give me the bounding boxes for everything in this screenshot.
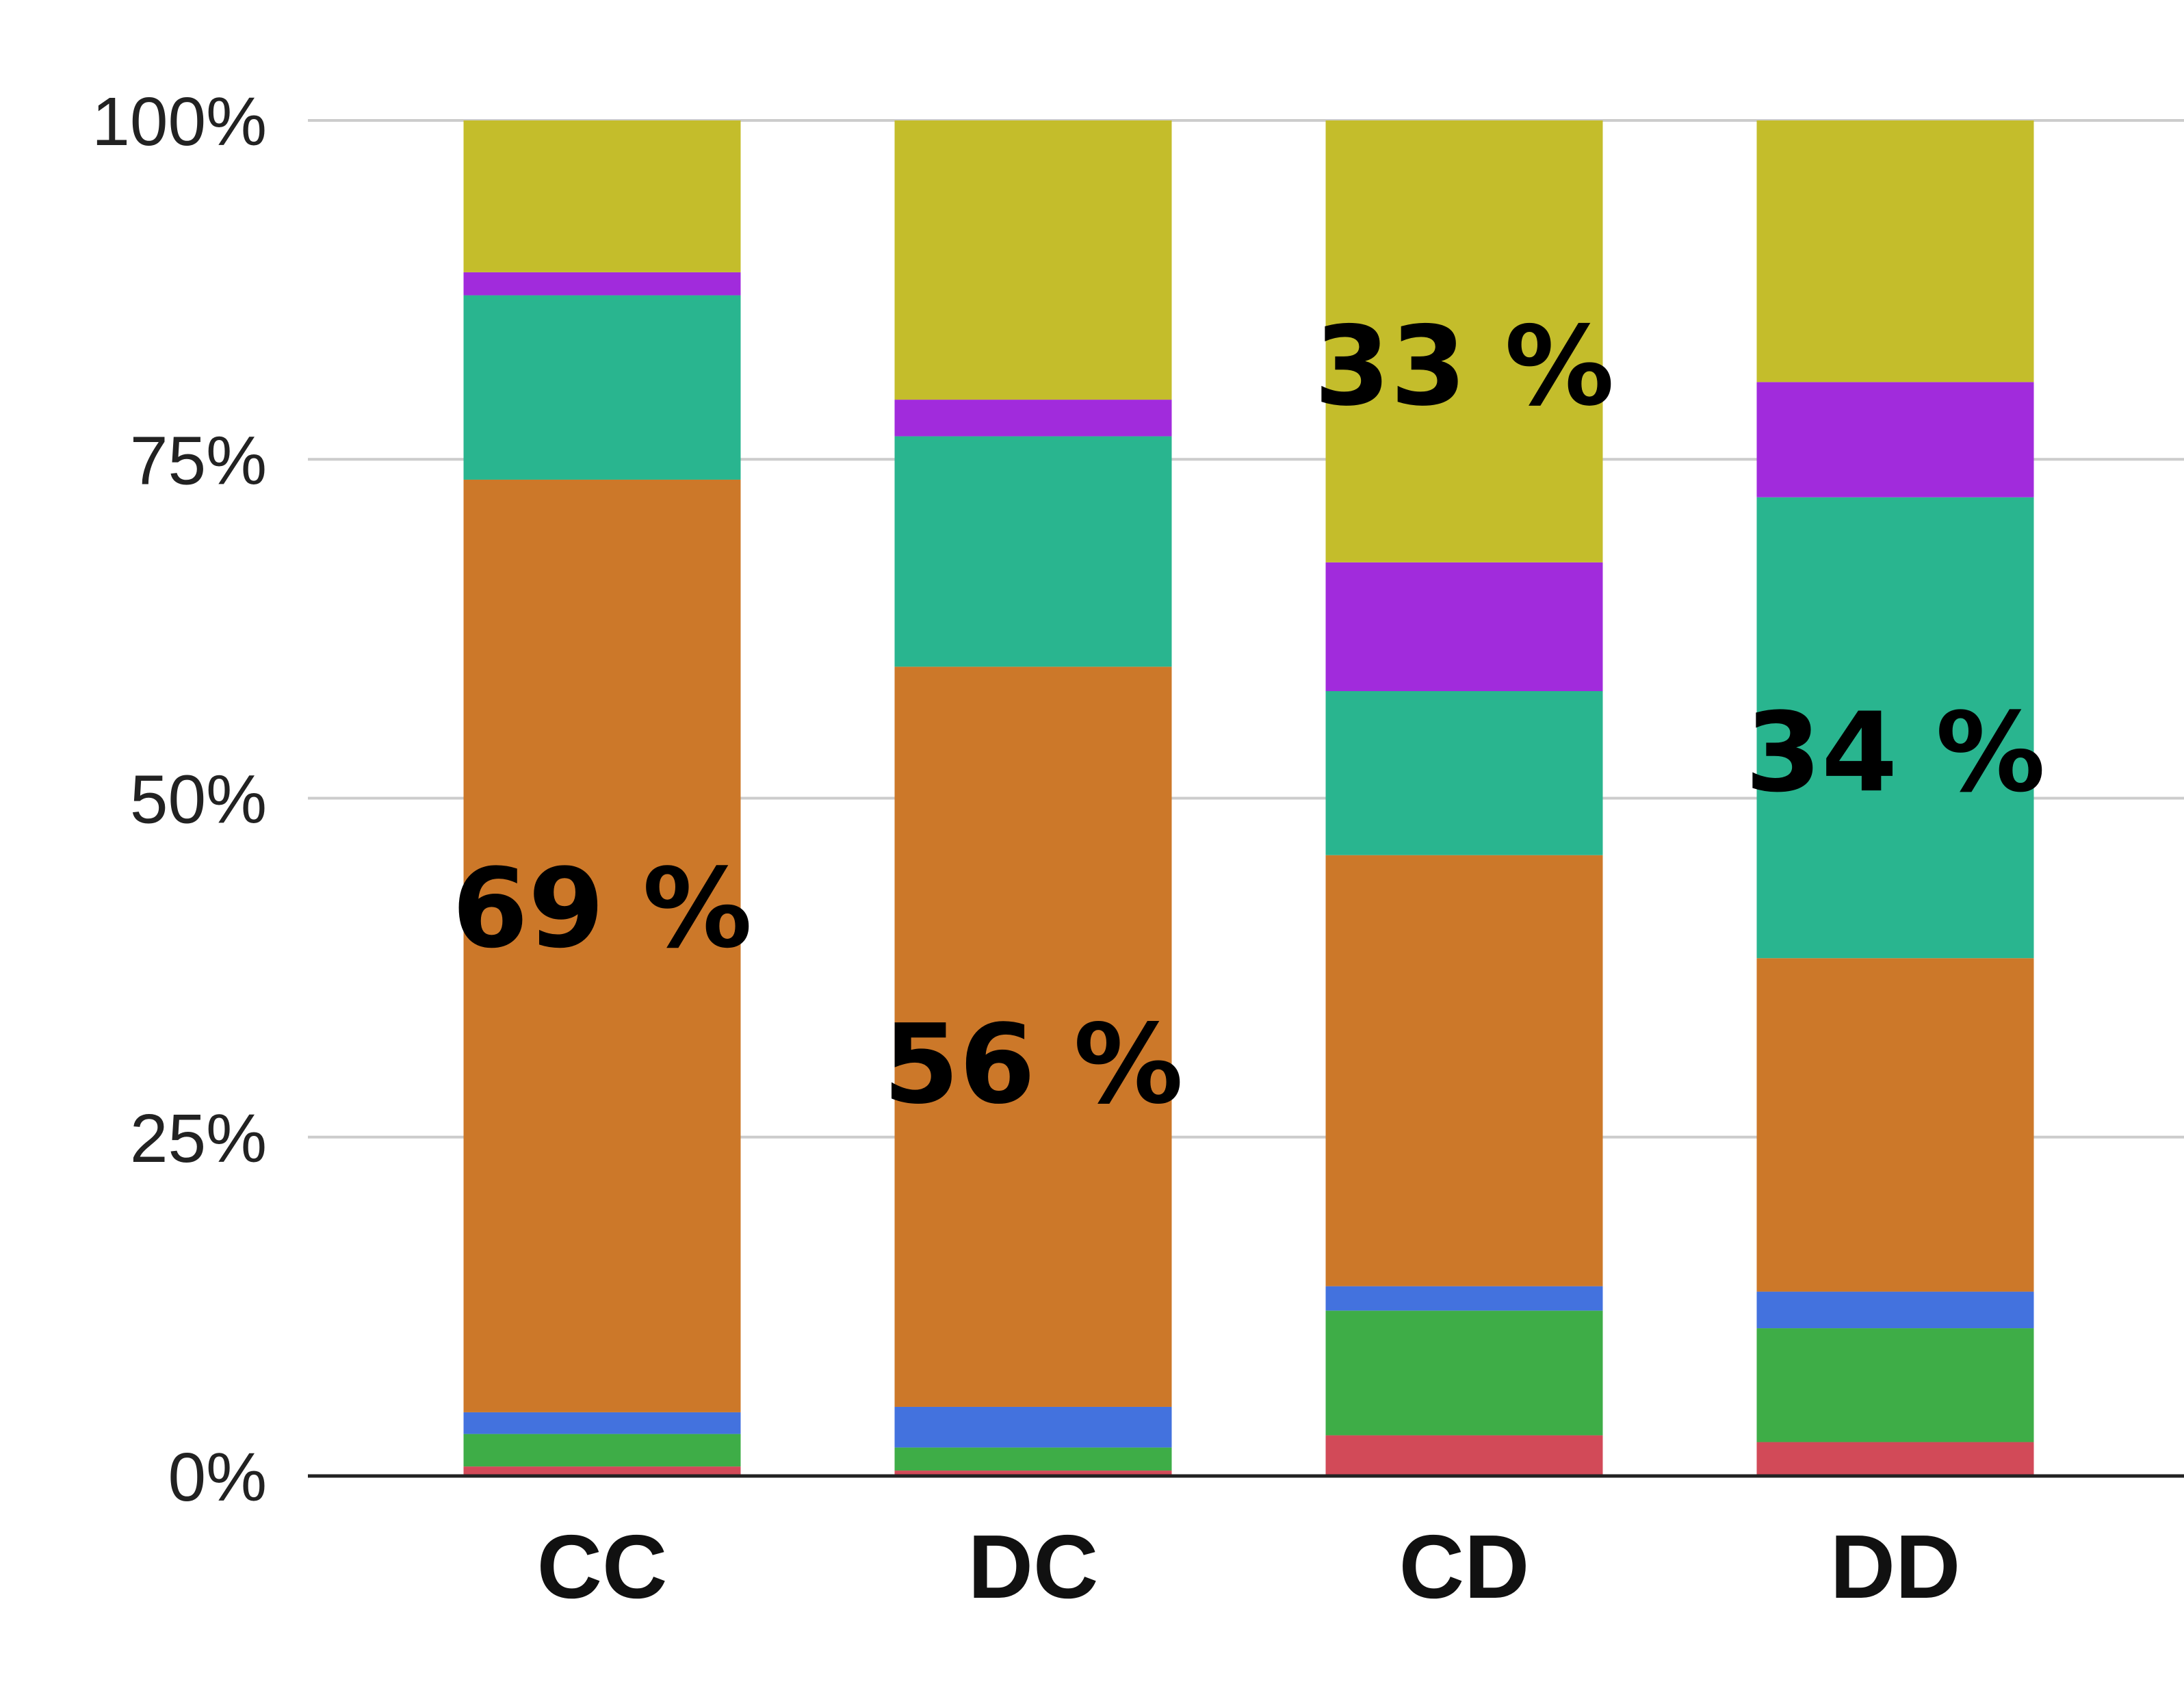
bars: [463, 120, 2034, 1476]
y-tick-label: 25%: [130, 1100, 267, 1177]
bar-stack-cd: [1325, 120, 1603, 1476]
y-tick-label: 100%: [92, 83, 267, 160]
y-tick-label: 0%: [168, 1439, 267, 1516]
percent-annotation: 69 %: [452, 844, 753, 972]
bar-segment: [1756, 1291, 2034, 1329]
bar-segment: [463, 1412, 741, 1434]
bar-segment: [1756, 1442, 2034, 1476]
bar-segment: [894, 400, 1172, 437]
bar-segment: [1756, 958, 2034, 1292]
bar-segment: [1756, 382, 2034, 497]
y-tick-label: 50%: [130, 762, 267, 838]
bar-segment: [1325, 1435, 1603, 1476]
bar-segment: [1325, 1286, 1603, 1311]
percent-annotation: 34 %: [1745, 688, 2046, 816]
bar-stack-cc: [463, 120, 741, 1476]
x-category-label: DC: [968, 1516, 1099, 1617]
bar-segment: [894, 1447, 1172, 1471]
x-category-label: DD: [1830, 1516, 1961, 1617]
bar-segment: [1756, 1328, 2034, 1442]
x-category-label: CD: [1399, 1516, 1530, 1617]
bar-segment: [894, 436, 1172, 667]
bar-segment: [463, 120, 741, 272]
x-axis-category-labels: CC DC CD DD: [537, 1516, 1961, 1617]
x-category-label: CC: [537, 1516, 668, 1617]
y-tick-label: 75%: [130, 422, 267, 499]
percent-annotation: 33 %: [1314, 302, 1615, 430]
bar-segment: [1756, 497, 2034, 959]
bar-segment: [1325, 1310, 1603, 1436]
bar-stack-dc: [894, 120, 1172, 1476]
bar-segment: [894, 666, 1172, 1407]
bar-stack-dd: [1756, 120, 2034, 1476]
bar-segment: [894, 1406, 1172, 1448]
bar-segment: [1756, 120, 2034, 383]
bar-segment: [1325, 691, 1603, 855]
bar-segment: [894, 1471, 1172, 1476]
bar-segment: [463, 272, 741, 296]
bar-segment: [1325, 562, 1603, 692]
percent-annotation: 56 %: [883, 1000, 1184, 1128]
bar-segment: [1325, 855, 1603, 1286]
y-axis-tick-labels: 0% 25% 50% 75% 100%: [92, 83, 267, 1516]
bar-segment: [463, 295, 741, 480]
bar-segment: [463, 1466, 741, 1476]
bar-segment: [463, 1434, 741, 1467]
bar-segment: [463, 479, 741, 1412]
bar-segment: [1325, 120, 1603, 562]
annotations: 69 % 56 % 33 % 34 %: [452, 302, 2046, 1128]
bar-segment: [894, 120, 1172, 400]
